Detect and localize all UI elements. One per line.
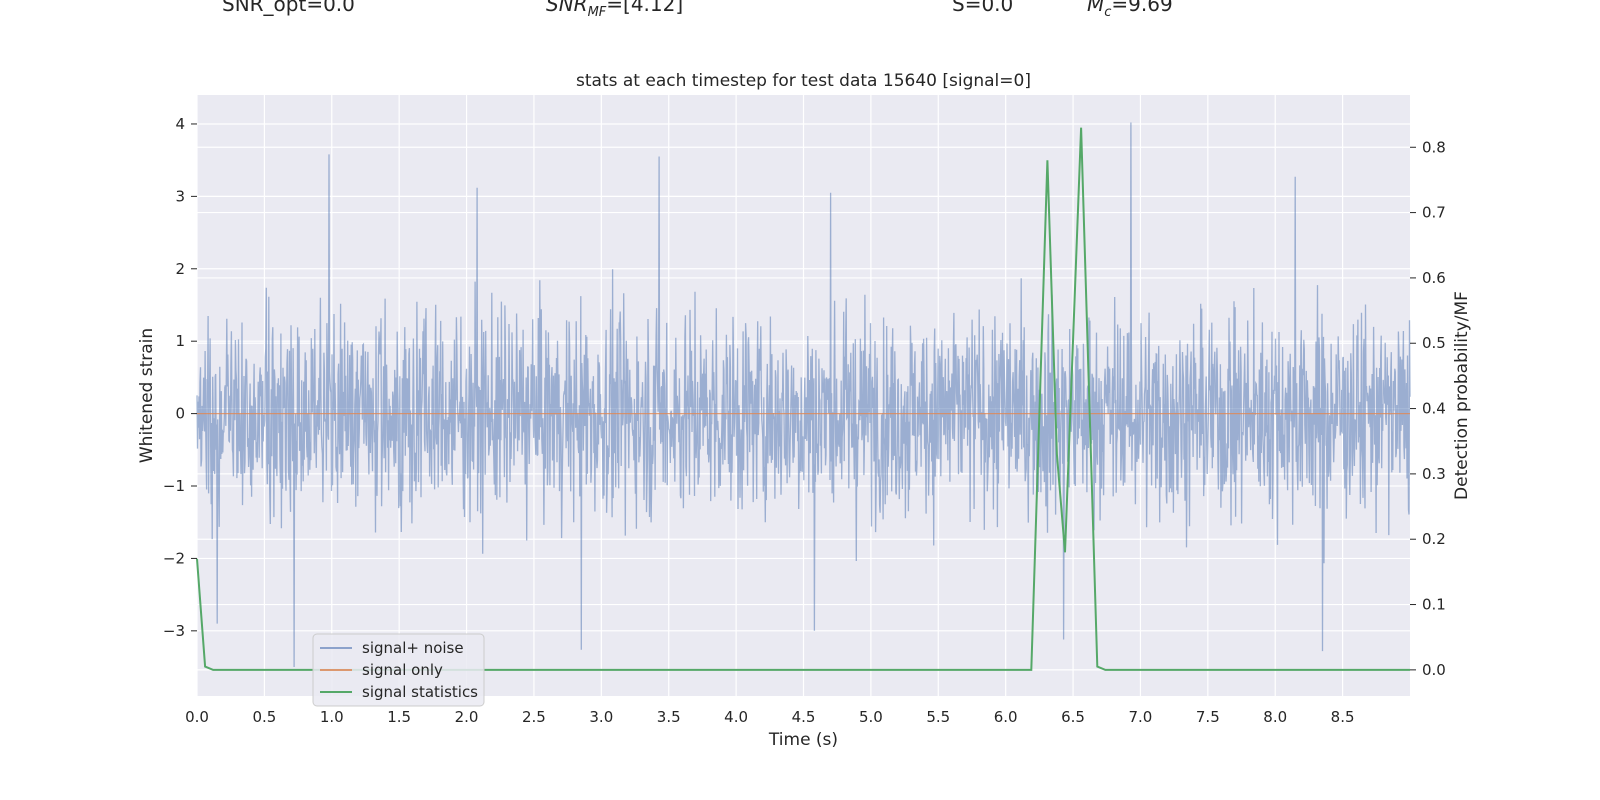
- x-tick-label: 1.0: [320, 708, 344, 726]
- y2-tick-label: 0.1: [1422, 596, 1446, 614]
- y2-tick-label: 0.6: [1422, 269, 1446, 287]
- x-tick-label: 3.0: [589, 708, 613, 726]
- legend-label-signal-only: signal only: [362, 661, 443, 679]
- snr-opt-label: SNR_opt=0.0: [222, 0, 355, 16]
- legend-label-signal-statistics: signal statistics: [362, 683, 478, 701]
- snr-mf-label: SNRMF=[4.12]: [546, 0, 683, 20]
- x-tick-label: 8.5: [1331, 708, 1355, 726]
- y2-tick-label: 0.4: [1422, 400, 1446, 418]
- y-tick-label: 1: [175, 332, 185, 350]
- y2-tick-label: 0.2: [1422, 530, 1446, 548]
- legend: signal+ noise signal only signal statist…: [312, 633, 485, 707]
- y-tick-label: 3: [175, 187, 185, 205]
- x-tick-label: 8.0: [1263, 708, 1287, 726]
- legend-label-signal-noise: signal+ noise: [362, 639, 464, 657]
- snr-mf-sub: MF: [587, 5, 607, 20]
- x-tick-label: 7.0: [1129, 708, 1153, 726]
- snr-mf-main: SNR: [546, 0, 588, 16]
- x-tick-label: 2.5: [522, 708, 546, 726]
- x-axis-title: Time (s): [768, 730, 838, 750]
- x-tick-label: 0.0: [185, 708, 209, 726]
- x-tick-label: 6.5: [1061, 708, 1085, 726]
- y2-tick-label: 0.7: [1422, 204, 1446, 222]
- mc-label: Mc=9.69: [1087, 0, 1173, 20]
- x-tick-label: 2.0: [455, 708, 479, 726]
- x-tick-label: 5.0: [859, 708, 883, 726]
- mc-value: =9.69: [1111, 0, 1173, 16]
- y-tick-label: 2: [175, 260, 185, 278]
- y2-tick-label: 0.3: [1422, 465, 1446, 483]
- series-signal-noise: [196, 122, 1411, 668]
- x-tick-label: 5.5: [926, 708, 950, 726]
- y-tick-label: −1: [163, 477, 185, 495]
- y-tick-label: −3: [163, 622, 185, 640]
- y-tick-label: −2: [163, 549, 185, 567]
- x-tick-label: 4.0: [724, 708, 748, 726]
- series-signal-statistics: [196, 127, 1410, 671]
- x-tick-label: 1.5: [387, 708, 411, 726]
- series-layer: [196, 122, 1411, 671]
- y2-tick-label: 0.8: [1422, 138, 1446, 156]
- mc-main: M: [1087, 0, 1105, 16]
- ticks: 0.0 0.5 1.0 1.5 2.0 2.5 3.0 3.5 4.0 4.5 5.0 5.5 6.0 6…: [163, 115, 1446, 726]
- x-tick-label: 0.5: [252, 708, 276, 726]
- y-axis-title: Whitened strain: [137, 328, 157, 463]
- legend-box: [312, 633, 485, 707]
- y-tick-label: 4: [175, 115, 185, 133]
- x-tick-label: 7.5: [1196, 708, 1220, 726]
- x-tick-label: 4.5: [792, 708, 816, 726]
- y2-tick-label: 0.0: [1422, 661, 1446, 679]
- chart-title: stats at each timestep for test data 156…: [576, 71, 1031, 91]
- snr-mf-value: =[4.12]: [606, 0, 684, 16]
- y-axis-right-title: Detection probability/MF: [1452, 291, 1472, 500]
- y-tick-label: 0: [175, 405, 185, 423]
- x-tick-label: 3.5: [657, 708, 681, 726]
- mc-sub: c: [1104, 5, 1112, 20]
- s-label: S=0.0: [952, 0, 1014, 16]
- x-tick-label: 6.0: [994, 708, 1018, 726]
- y2-tick-label: 0.5: [1422, 334, 1446, 352]
